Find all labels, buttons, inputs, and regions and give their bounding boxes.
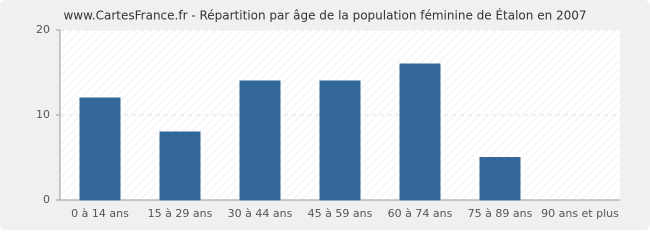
bar <box>319 80 361 201</box>
chart-title: www.CartesFrance.fr - Répartition par âg… <box>63 8 586 23</box>
x-tick-label: 75 à 89 ans <box>468 207 533 220</box>
x-tick-label: 0 à 14 ans <box>71 207 129 220</box>
y-tick-label: 0 <box>43 193 50 206</box>
y-tick-label: 10 <box>36 108 50 121</box>
y-tick-label: 20 <box>36 23 50 36</box>
bar <box>79 97 121 201</box>
x-tick-label: 90 ans et plus <box>541 207 619 220</box>
bar <box>479 157 521 201</box>
bar <box>399 63 441 201</box>
x-tick-label: 30 à 44 ans <box>228 207 293 220</box>
bar <box>159 131 201 201</box>
x-tick-label: 45 à 59 ans <box>308 207 373 220</box>
chart: www.CartesFrance.fr - Répartition par âg… <box>0 0 650 230</box>
x-tick-label: 60 à 74 ans <box>388 207 453 220</box>
bar <box>239 80 281 201</box>
x-tick-label: 15 à 29 ans <box>148 207 213 220</box>
